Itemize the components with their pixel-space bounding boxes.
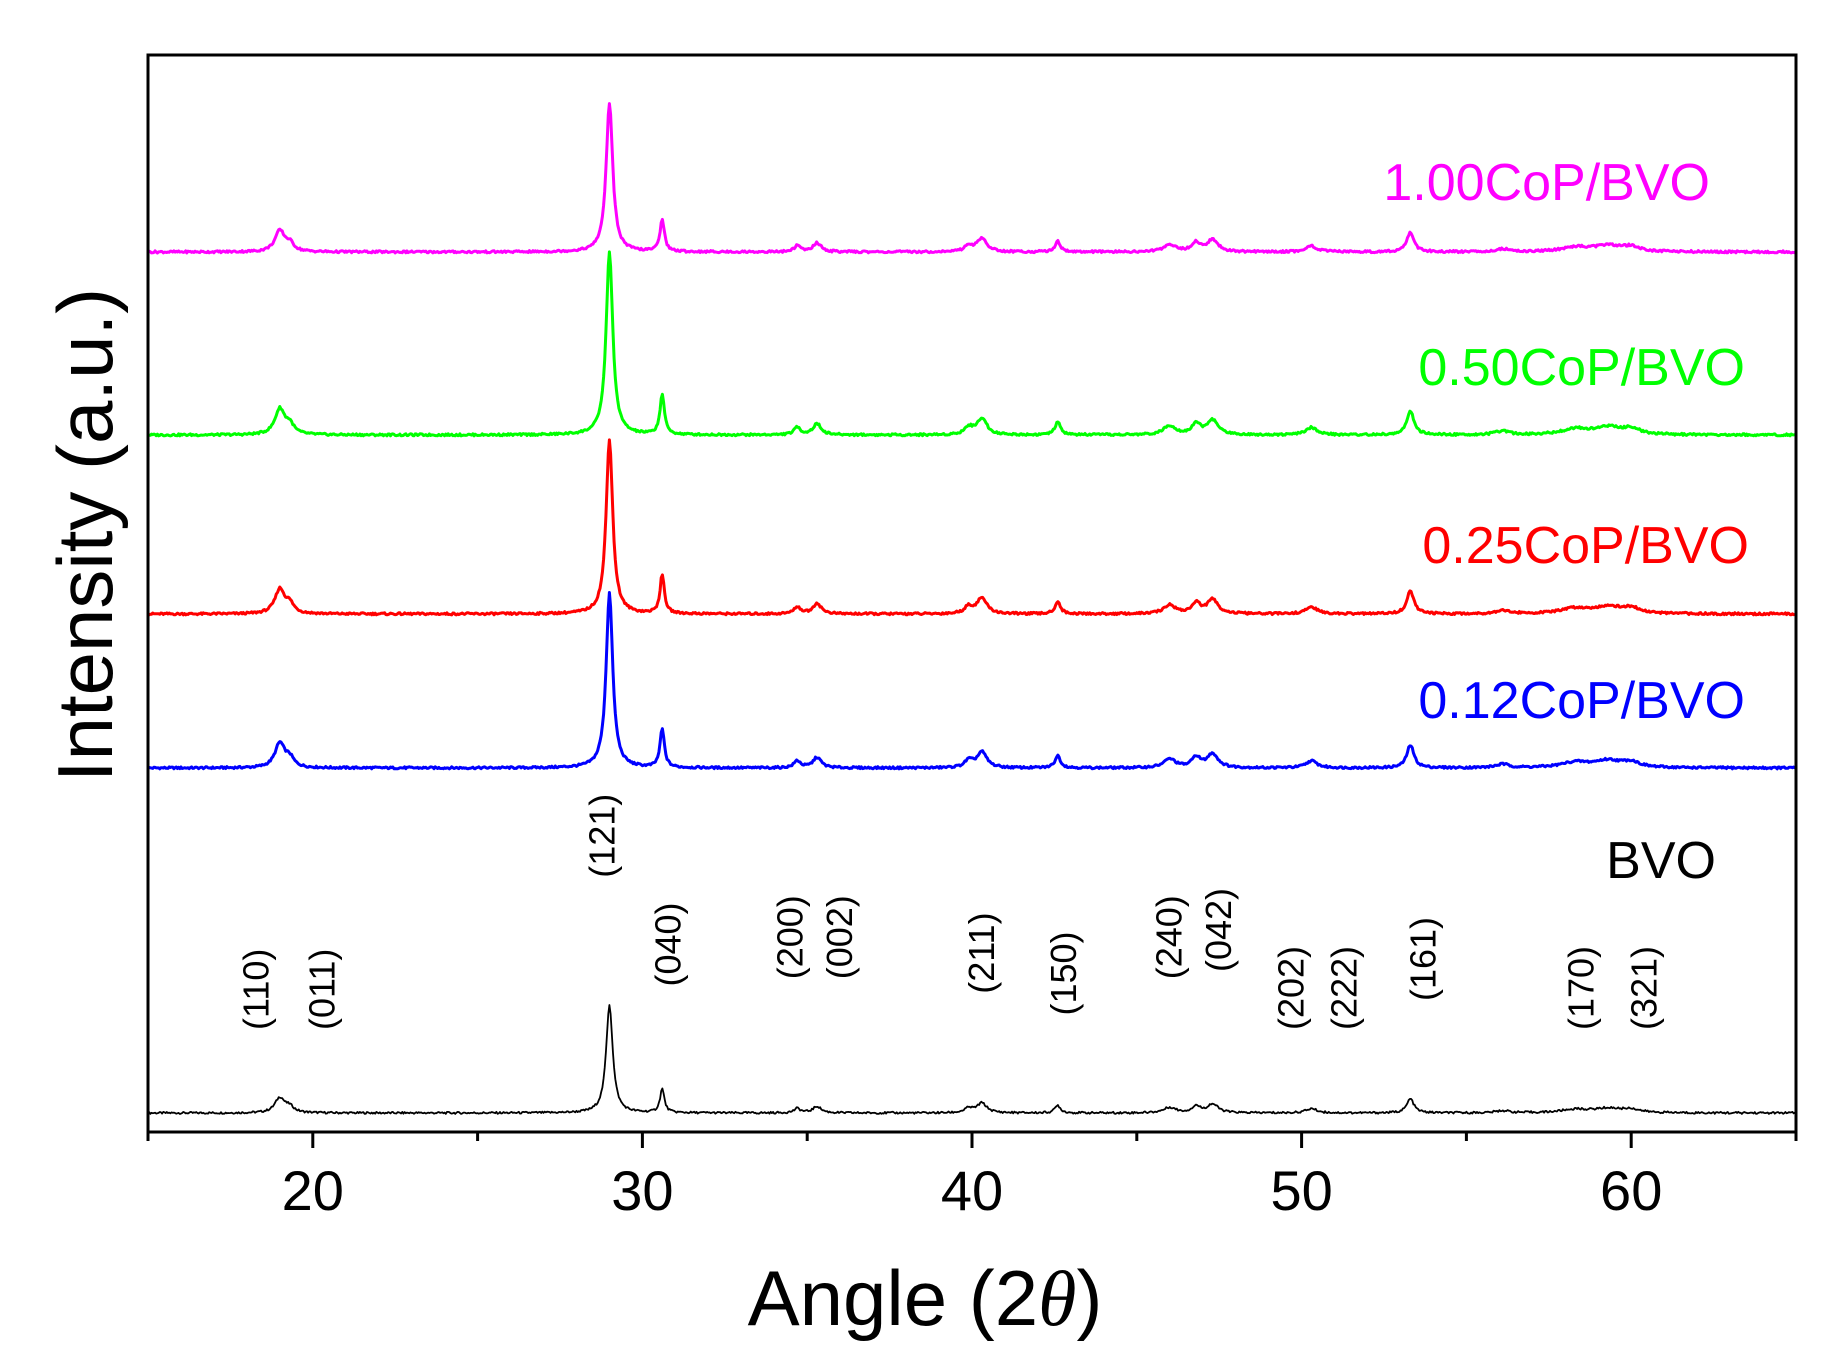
peak-label: (161) bbox=[1402, 917, 1443, 1001]
series-label-bvo: BVO bbox=[1606, 832, 1716, 890]
series-line-1-00cop-bvo bbox=[146, 102, 1798, 255]
peak-label: (321) bbox=[1623, 946, 1664, 1030]
x-tick-label: 30 bbox=[611, 1159, 673, 1222]
peak-label: (040) bbox=[648, 902, 689, 986]
peak-label: (121) bbox=[582, 794, 623, 878]
series-label-0-25cop-bvo: 0.25CoP/BVO bbox=[1422, 517, 1749, 575]
peak-label: (202) bbox=[1271, 946, 1312, 1030]
peak-label: (110) bbox=[236, 949, 277, 1030]
x-axis-ticks: 20 30 40 50 60 bbox=[146, 1132, 1798, 1222]
peak-label: (150) bbox=[1043, 931, 1084, 1015]
x-tick-label: 50 bbox=[1270, 1159, 1332, 1222]
series-line-0-12cop-bvo bbox=[146, 591, 1797, 771]
y-axis-title: Intensity (a.u.) bbox=[41, 288, 129, 782]
x-tick-label: 60 bbox=[1600, 1159, 1662, 1222]
series-line-0-50cop-bvo bbox=[147, 250, 1797, 438]
peak-label: (211) bbox=[961, 912, 1002, 993]
peak-label: (240) bbox=[1149, 895, 1190, 979]
series-label-0-12cop-bvo: 0.12CoP/BVO bbox=[1418, 672, 1745, 730]
peak-label: (002) bbox=[819, 895, 860, 979]
peak-label: (042) bbox=[1198, 888, 1239, 972]
peak-label: (011) bbox=[302, 949, 343, 1030]
series-label-0-50cop-bvo: 0.50CoP/BVO bbox=[1418, 339, 1745, 397]
series-line-bvo bbox=[147, 1004, 1797, 1115]
series-traces bbox=[146, 102, 1798, 1115]
peak-label: (222) bbox=[1323, 946, 1364, 1030]
peak-annotations: (110) (011) (121) (040) (200) (002) (211) (150)… bbox=[236, 794, 1665, 1030]
x-tick-label: 40 bbox=[941, 1159, 1003, 1222]
series-label-1-00cop-bvo: 1.00CoP/BVO bbox=[1383, 154, 1710, 212]
series-line-0-25cop-bvo bbox=[147, 438, 1797, 617]
x-tick-label: 20 bbox=[282, 1159, 344, 1222]
x-axis-title: Angle (2θ) bbox=[748, 1254, 1103, 1342]
series-labels: BVO 0.12CoP/BVO 0.25CoP/BVO 0.50CoP/BVO 1.00… bbox=[1383, 154, 1749, 890]
peak-label: (170) bbox=[1561, 946, 1602, 1030]
peak-label: (200) bbox=[770, 895, 811, 979]
